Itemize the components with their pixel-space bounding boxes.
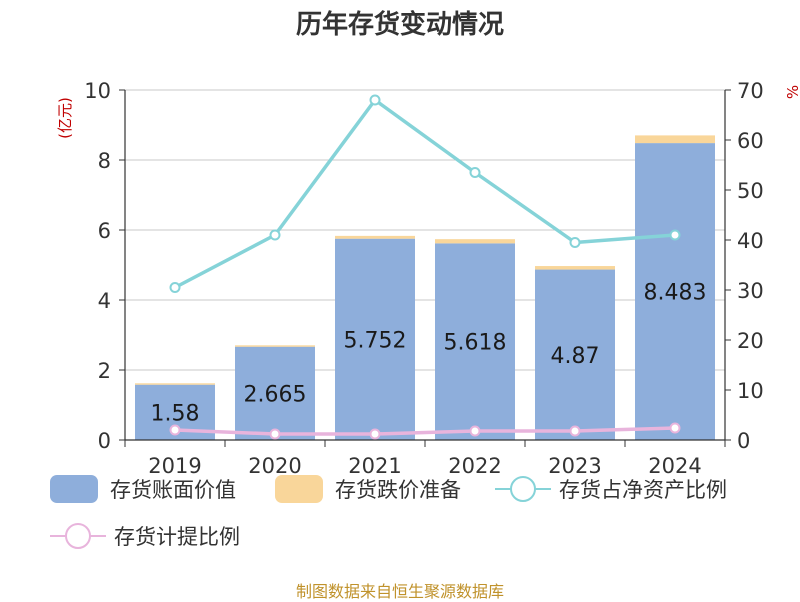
y-left-tick-label: 6 [98,219,111,243]
bar-data-label: 5.618 [444,331,507,356]
data-source-note: 制图数据来自恒生聚源数据库 [295,582,504,601]
y-right-tick-label: 10 [737,379,764,403]
bar-provision [335,235,415,239]
bar-book-value [435,243,515,440]
provision-ratio-point [669,422,681,434]
y-right-unit-label: % [784,85,800,99]
x-tick-label: 2020 [248,454,301,478]
bar-book-value [535,269,615,440]
x-tick-label: 2021 [348,454,401,478]
y-left-tick-label: 0 [98,429,111,453]
bar-data-label: 1.58 [151,401,200,426]
y-right-tick-label: 50 [737,179,764,203]
ratio-net-assets-line [174,98,676,290]
y-right-tick-label: 20 [737,329,764,353]
ratio-net-assets-point [369,94,381,106]
bar-data-label: 2.665 [244,382,307,407]
x-tick-label: 2023 [548,454,601,478]
bars [135,135,715,440]
book-value-legend-label[interactable]: 存货账面价值 [110,478,236,502]
y-left-tick-label: 2 [98,359,111,383]
y-right-tick-label: 60 [737,129,764,153]
bar-provision [135,383,215,385]
bar-data-label: 4.87 [551,344,600,369]
provision-ratio-legend-marker[interactable] [65,523,91,549]
y-left-unit-label: (亿元) [56,97,74,139]
chart-title: 历年存货变动情况 [295,10,504,40]
bar-data-label: 5.752 [344,328,407,353]
grid-lines [125,89,725,371]
y-left-tick-label: 4 [98,289,111,313]
x-tick-label: 2024 [648,454,701,478]
bar-book-value [235,346,315,440]
lines [169,94,681,440]
ratio-net-assets-point [569,237,581,248]
y-right-tick-label: 70 [737,79,764,103]
ratio-net-assets-point [269,229,281,241]
provision-legend-swatch[interactable] [275,475,323,503]
provision-legend-label[interactable]: 存货跌价准备 [335,478,461,502]
y-right-tick-label: 30 [737,279,764,303]
provision-ratio-point [269,428,281,440]
y-right-tick-label: 0 [737,429,750,453]
x-tick-label: 2022 [448,454,501,478]
book-value-legend-swatch[interactable] [50,475,98,503]
bar-book-value [635,143,715,440]
y-left-tick-label: 10 [84,79,111,103]
ratio-net-assets-point [469,167,481,178]
provision-ratio-line [174,426,676,436]
ratio-net-assets-legend-label[interactable]: 存货占净资产比例 [559,478,727,502]
bar-book-value [335,238,415,440]
bar-provision [535,266,615,270]
provision-ratio-point [369,428,381,440]
bar-provision [235,345,315,347]
provision-ratio-point [469,425,481,437]
axes: 0 2 4 6 8 10 0 10 20 30 40 50 60 70 2019 2020 2021 2022 20… [56,79,800,478]
bar-provision [635,135,715,144]
x-tick-label: 2019 [148,454,201,478]
y-right-tick-label: 40 [737,229,764,253]
bar-provision [435,239,515,244]
y-left-tick-label: 8 [98,149,111,173]
ratio-net-assets-legend-marker[interactable] [510,476,536,502]
provision-ratio-point [569,425,581,437]
labels: 1.58 2.665 5.752 5.618 4.87 8.483 [151,281,707,427]
provision-ratio-point [169,424,181,436]
ratio-net-assets-point [669,229,681,241]
ratio-net-assets-point [169,282,181,293]
provision-ratio-legend-label[interactable]: 存货计提比例 [114,525,240,549]
bar-data-label: 8.483 [644,281,707,306]
